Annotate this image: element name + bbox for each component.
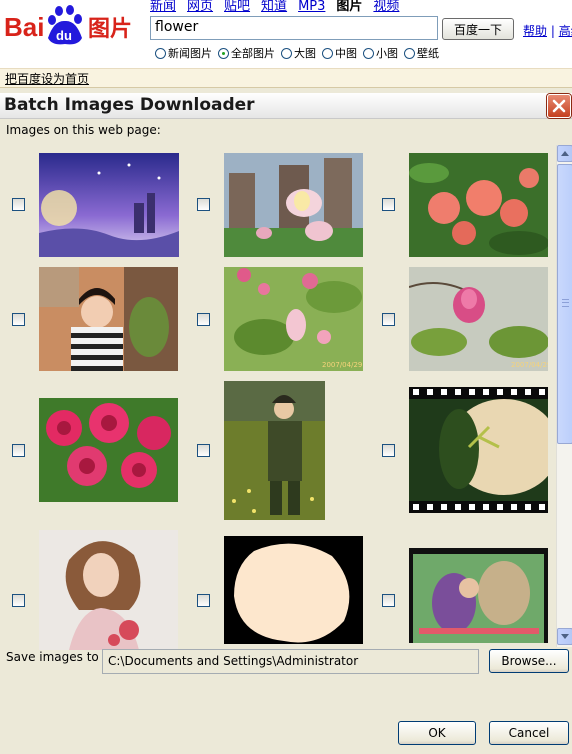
- option-label: 壁纸: [417, 47, 439, 60]
- option-all-images[interactable]: 全部图片: [218, 45, 275, 61]
- image-checkbox[interactable]: [197, 198, 210, 211]
- dialog-titlebar[interactable]: Batch Images Downloader: [0, 93, 572, 119]
- paw-icon: [48, 5, 82, 45]
- baidu-search-input[interactable]: flower: [150, 16, 438, 40]
- cancel-button[interactable]: Cancel: [489, 721, 569, 745]
- nav-web[interactable]: 网页: [187, 0, 214, 14]
- close-button[interactable]: [547, 94, 571, 118]
- photo-date-caption: 2007/04/29: [511, 361, 548, 369]
- baidu-search-button[interactable]: 百度一下: [442, 18, 514, 40]
- radio-icon[interactable]: [281, 47, 292, 59]
- logo-du-text: du: [56, 28, 72, 43]
- scroll-up-button[interactable]: [557, 145, 572, 162]
- dialog-title: Batch Images Downloader: [4, 95, 255, 115]
- image-checkbox[interactable]: [382, 198, 395, 211]
- option-large[interactable]: 大图: [281, 45, 316, 61]
- thumbnail-fantasy-castle[interactable]: [39, 153, 179, 257]
- image-grid: 2007/04/29 2007/04/29: [0, 143, 556, 693]
- thumbnail-filmstrip[interactable]: [409, 387, 548, 513]
- image-checkbox[interactable]: [197, 313, 210, 326]
- image-checkbox[interactable]: [197, 594, 210, 607]
- baidu-page-header: Bai du 图片 新闻 网页 贴吧 知道 MP3 图片 视频 flower 百度一下 帮助…: [0, 0, 572, 88]
- thumbnail-blossoms[interactable]: 2007/04/29: [224, 267, 363, 371]
- image-checkbox[interactable]: [382, 444, 395, 457]
- radio-icon[interactable]: [155, 47, 166, 59]
- image-checkbox[interactable]: [12, 198, 25, 211]
- scroll-down-button[interactable]: [557, 628, 572, 645]
- radio-selected-icon[interactable]: [218, 47, 229, 59]
- option-label: 大图: [294, 47, 316, 60]
- nav-video[interactable]: 视频: [373, 0, 400, 14]
- radio-icon[interactable]: [322, 47, 333, 59]
- thumbnail-roses[interactable]: [39, 398, 178, 502]
- photo-date-caption: 2007/04/29: [322, 361, 362, 369]
- grip-icon: [562, 299, 569, 307]
- option-label: 全部图片: [231, 47, 275, 60]
- ok-button[interactable]: OK: [398, 721, 476, 745]
- nav-tieba[interactable]: 贴吧: [224, 0, 251, 14]
- option-label: 中图: [335, 47, 357, 60]
- advanced-link[interactable]: 高级: [558, 24, 572, 38]
- image-checkbox[interactable]: [197, 444, 210, 457]
- thumbnail-ixora[interactable]: [409, 153, 548, 257]
- arrow-up-icon: [561, 151, 569, 156]
- image-size-options: 新闻图片 全部图片 大图 中图 小图 壁纸: [155, 45, 439, 61]
- logo-cn-text: 图片: [88, 17, 132, 42]
- thumbnail-cream-blob[interactable]: [224, 536, 363, 644]
- baidu-nav: 新闻 网页 贴吧 知道 MP3 图片 视频: [150, 0, 410, 14]
- thumbnail-lotus[interactable]: [224, 153, 363, 257]
- baidu-logo[interactable]: Bai du 图片: [4, 4, 142, 46]
- batch-images-dialog: Batch Images Downloader Images on this w…: [0, 93, 572, 754]
- option-news-images[interactable]: 新闻图片: [155, 45, 212, 61]
- thumbnail-uniform-man[interactable]: [224, 381, 325, 520]
- images-list-label: Images on this web page:: [6, 123, 161, 137]
- nav-news[interactable]: 新闻: [150, 0, 177, 14]
- nav-zhidao[interactable]: 知道: [261, 0, 288, 14]
- save-path-field[interactable]: C:\Documents and Settings\Administrator: [102, 649, 479, 674]
- nav-images[interactable]: 图片: [336, 0, 363, 14]
- option-label: 小图: [376, 47, 398, 60]
- image-list-scrollbar[interactable]: [556, 145, 572, 647]
- logo-bai-text: Bai: [4, 12, 44, 42]
- option-small[interactable]: 小图: [363, 45, 398, 61]
- arrow-down-icon: [561, 634, 569, 639]
- save-images-label: Save images to: [6, 650, 99, 664]
- nav-mp3[interactable]: MP3: [298, 0, 326, 14]
- thumbnail-woman[interactable]: [39, 530, 178, 650]
- image-checkbox[interactable]: [382, 594, 395, 607]
- browse-button[interactable]: Browse...: [489, 649, 569, 673]
- help-link[interactable]: 帮助: [523, 24, 548, 38]
- scroll-thumb[interactable]: [557, 164, 572, 444]
- image-checkbox[interactable]: [12, 594, 25, 607]
- image-checkbox[interactable]: [12, 313, 25, 326]
- option-medium[interactable]: 中图: [322, 45, 357, 61]
- thumbnail-tv-poster[interactable]: [409, 548, 548, 643]
- close-icon: [552, 99, 566, 113]
- radio-icon[interactable]: [363, 47, 374, 59]
- set-homepage-link[interactable]: 把百度设为首页: [5, 72, 90, 86]
- baidu-top-links: 帮助 | 高级: [523, 22, 572, 39]
- option-label: 新闻图片: [168, 47, 212, 60]
- image-checkbox[interactable]: [12, 444, 25, 457]
- thumbnail-pink-bud[interactable]: 2007/04/29: [409, 267, 548, 371]
- image-checkbox[interactable]: [382, 313, 395, 326]
- radio-icon[interactable]: [404, 47, 415, 59]
- option-wallpaper[interactable]: 壁纸: [404, 45, 439, 61]
- set-homepage-bar: 把百度设为首页: [0, 68, 572, 88]
- thumbnail-girl[interactable]: [39, 267, 178, 371]
